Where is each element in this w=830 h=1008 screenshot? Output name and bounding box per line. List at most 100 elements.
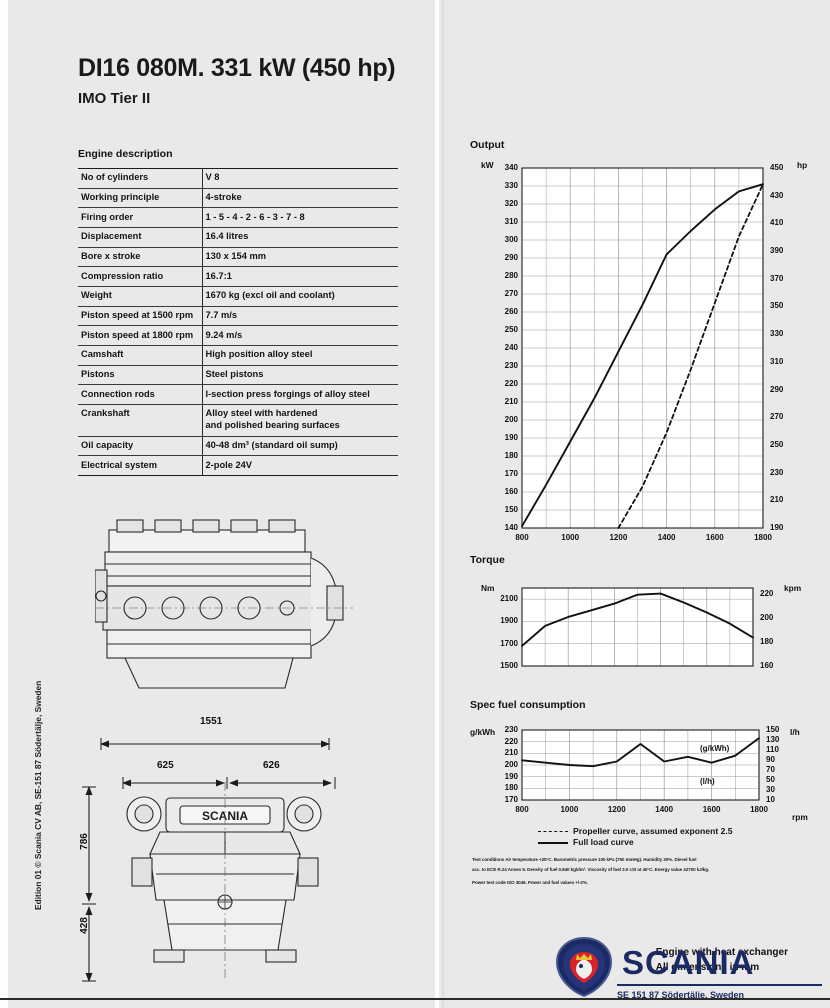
- table-row: Firing order 1 - 5 - 4 - 2 - 6 - 3 - 7 - …: [78, 207, 398, 229]
- sfc-x-unit: rpm: [792, 812, 808, 822]
- spec-key: Bore x stroke: [78, 247, 203, 268]
- torque-y-unit: Nm: [481, 583, 495, 593]
- torque-chart-title: Torque: [470, 554, 505, 566]
- table-row: Working principle 4-stroke: [78, 188, 398, 209]
- dimension-length-line: [100, 737, 330, 750]
- chart-output-ytick: 300: [504, 235, 518, 244]
- chart-output-ytick: 160: [504, 487, 518, 496]
- spec-value: I-section press forgings of alloy steel: [202, 384, 398, 406]
- chart-torque-y2tick: 180: [760, 637, 774, 646]
- spec-key: Crankshaft: [78, 404, 203, 437]
- engine-side-view-drawing: [94, 512, 355, 717]
- spec-value: V 8: [202, 168, 398, 189]
- page-title: DI16 080M. 331 kW (450 hp): [78, 54, 396, 82]
- legend-propeller-label: Propeller curve, assumed exponent 2.5: [573, 826, 733, 836]
- chart-torque-ytick: 1900: [500, 616, 518, 626]
- spec-value: 7.7 m/s: [202, 306, 398, 327]
- chart-output-ytick: 220: [504, 379, 518, 388]
- chart-output-xtick: 1200: [609, 533, 628, 542]
- chart-output-y2tick: 450: [770, 163, 784, 172]
- chart-sfc-xtick: 1600: [702, 805, 721, 814]
- output-chart: [470, 158, 815, 536]
- legend-fullload-label: Full load curve: [573, 837, 634, 847]
- chart-sfc-y2tick: 50: [766, 775, 775, 784]
- chart-output-ytick: 170: [504, 469, 518, 478]
- output-y2-unit: hp: [797, 160, 808, 170]
- sfc-gkwh-tag: (g/kWh): [700, 744, 730, 753]
- chart-sfc-y2tick: 30: [766, 785, 775, 794]
- chart-output-ytick: 230: [504, 361, 518, 370]
- chart-sfc-y2tick: 110: [766, 745, 779, 754]
- chart-torque-ytick: 1500: [500, 661, 518, 670]
- table-row: Piston speed at 1800 rpm 9.24 m/s: [78, 325, 398, 347]
- table-row: Piston speed at 1500 rpm 7.7 m/s: [78, 306, 398, 327]
- dimension-width-right-label: 626: [263, 760, 280, 771]
- chart-torque-svg: [521, 587, 754, 667]
- spec-value: 16.4 litres: [202, 227, 398, 248]
- chart-sfc-xtick: 1400: [655, 805, 674, 814]
- spec-value: 2-pole 24V: [202, 455, 398, 476]
- chart-output-ytick: 150: [504, 505, 518, 514]
- table-row: Oil capacity 40-48 dm³ (standard oil sump…: [78, 436, 398, 457]
- chart-output-ytick: 270: [504, 289, 518, 298]
- engine-description-heading: Engine description: [78, 148, 173, 160]
- chart-output-y2tick: 290: [770, 384, 784, 394]
- chart-output-xtick: 1000: [561, 533, 580, 542]
- chart-torque-y2tick: 220: [760, 589, 774, 598]
- spec-key: Working principle: [78, 188, 203, 209]
- chart-output-y2tick: 430: [770, 190, 784, 200]
- spec-value: 40-48 dm³ (standard oil sump): [202, 436, 398, 457]
- footnote-line-3: Power test code ISO 3046. Power and fuel…: [472, 880, 588, 885]
- output-y-unit: kW: [481, 160, 494, 170]
- table-row: Crankshaft Alloy steel with hardened and p…: [78, 404, 398, 437]
- drawing-caption-line2: All dimensions in mm: [655, 961, 760, 973]
- footnote-line-1: Test conditions Air temperature +25°C. B…: [472, 857, 697, 862]
- table-row: Bore x stroke 130 x 154 mm: [78, 247, 398, 268]
- chart-sfc-ytick: 210: [504, 748, 518, 758]
- chart-sfc-y2tick: 130: [766, 735, 780, 744]
- table-row: Displacement 16.4 litres: [78, 227, 398, 248]
- chart-output-ytick: 240: [504, 343, 518, 352]
- chart-output-y2tick: 270: [770, 412, 784, 422]
- chart-output-xtick: 1400: [657, 533, 676, 542]
- series-0: [521, 737, 760, 768]
- chart-sfc-ytick: 190: [504, 771, 518, 781]
- chart-output-ytick: 200: [504, 415, 518, 424]
- chart-output-xtick: 1800: [754, 533, 772, 542]
- engine-description-table: No of cylinders V 8 Working principle 4-str…: [78, 168, 398, 476]
- spec-key: Camshaft: [78, 345, 203, 366]
- series-1: [617, 183, 764, 529]
- chart-sfc-y2tick: 90: [766, 755, 775, 764]
- chart-output-y2tick: 250: [770, 439, 784, 449]
- table-row: Connection rods I-section press forgings …: [78, 384, 398, 406]
- spec-key: Displacement: [78, 227, 203, 248]
- chart-torque-y2tick: 200: [760, 613, 774, 622]
- spec-key: Pistons: [78, 365, 203, 386]
- chart-output-ytick: 310: [504, 217, 518, 226]
- chart-output-ytick: 180: [504, 451, 518, 460]
- engine-front-view-drawing: SCANIA: [118, 782, 333, 987]
- dimension-width-lines: [122, 776, 336, 789]
- chart-output-ytick: 210: [504, 397, 518, 406]
- chart-sfc-ytick: 220: [504, 736, 518, 746]
- chart-output-y2tick: 190: [770, 523, 784, 532]
- chart-output-y2tick: 350: [770, 301, 784, 311]
- chart-output-y2tick: 310: [770, 356, 784, 366]
- spec-value: 1670 kg (excl oil and coolant): [202, 286, 398, 307]
- chart-sfc-xtick: 800: [515, 805, 529, 814]
- chart-output-y2tick: 410: [770, 218, 784, 228]
- chart-torque-ytick: 2100: [500, 594, 518, 604]
- spec-value: 16.7:1: [202, 266, 398, 288]
- spec-key: Oil capacity: [78, 436, 203, 457]
- spec-value: 9.24 m/s: [202, 325, 398, 347]
- spec-key: Piston speed at 1500 rpm: [78, 306, 203, 327]
- dimension-height-lines: [82, 786, 96, 982]
- chart-output-y2tick: 210: [770, 495, 784, 505]
- footer-address: SE 151 87 Södertälje, Sweden: [617, 990, 745, 1000]
- table-row: No of cylinders V 8: [78, 168, 398, 189]
- chart-torque-y2tick: 160: [760, 661, 774, 670]
- chart-sfc-xtick: 1000: [560, 805, 579, 814]
- chart-sfc-ytick: 180: [504, 783, 518, 793]
- dimension-width-left-label: 625: [157, 760, 174, 771]
